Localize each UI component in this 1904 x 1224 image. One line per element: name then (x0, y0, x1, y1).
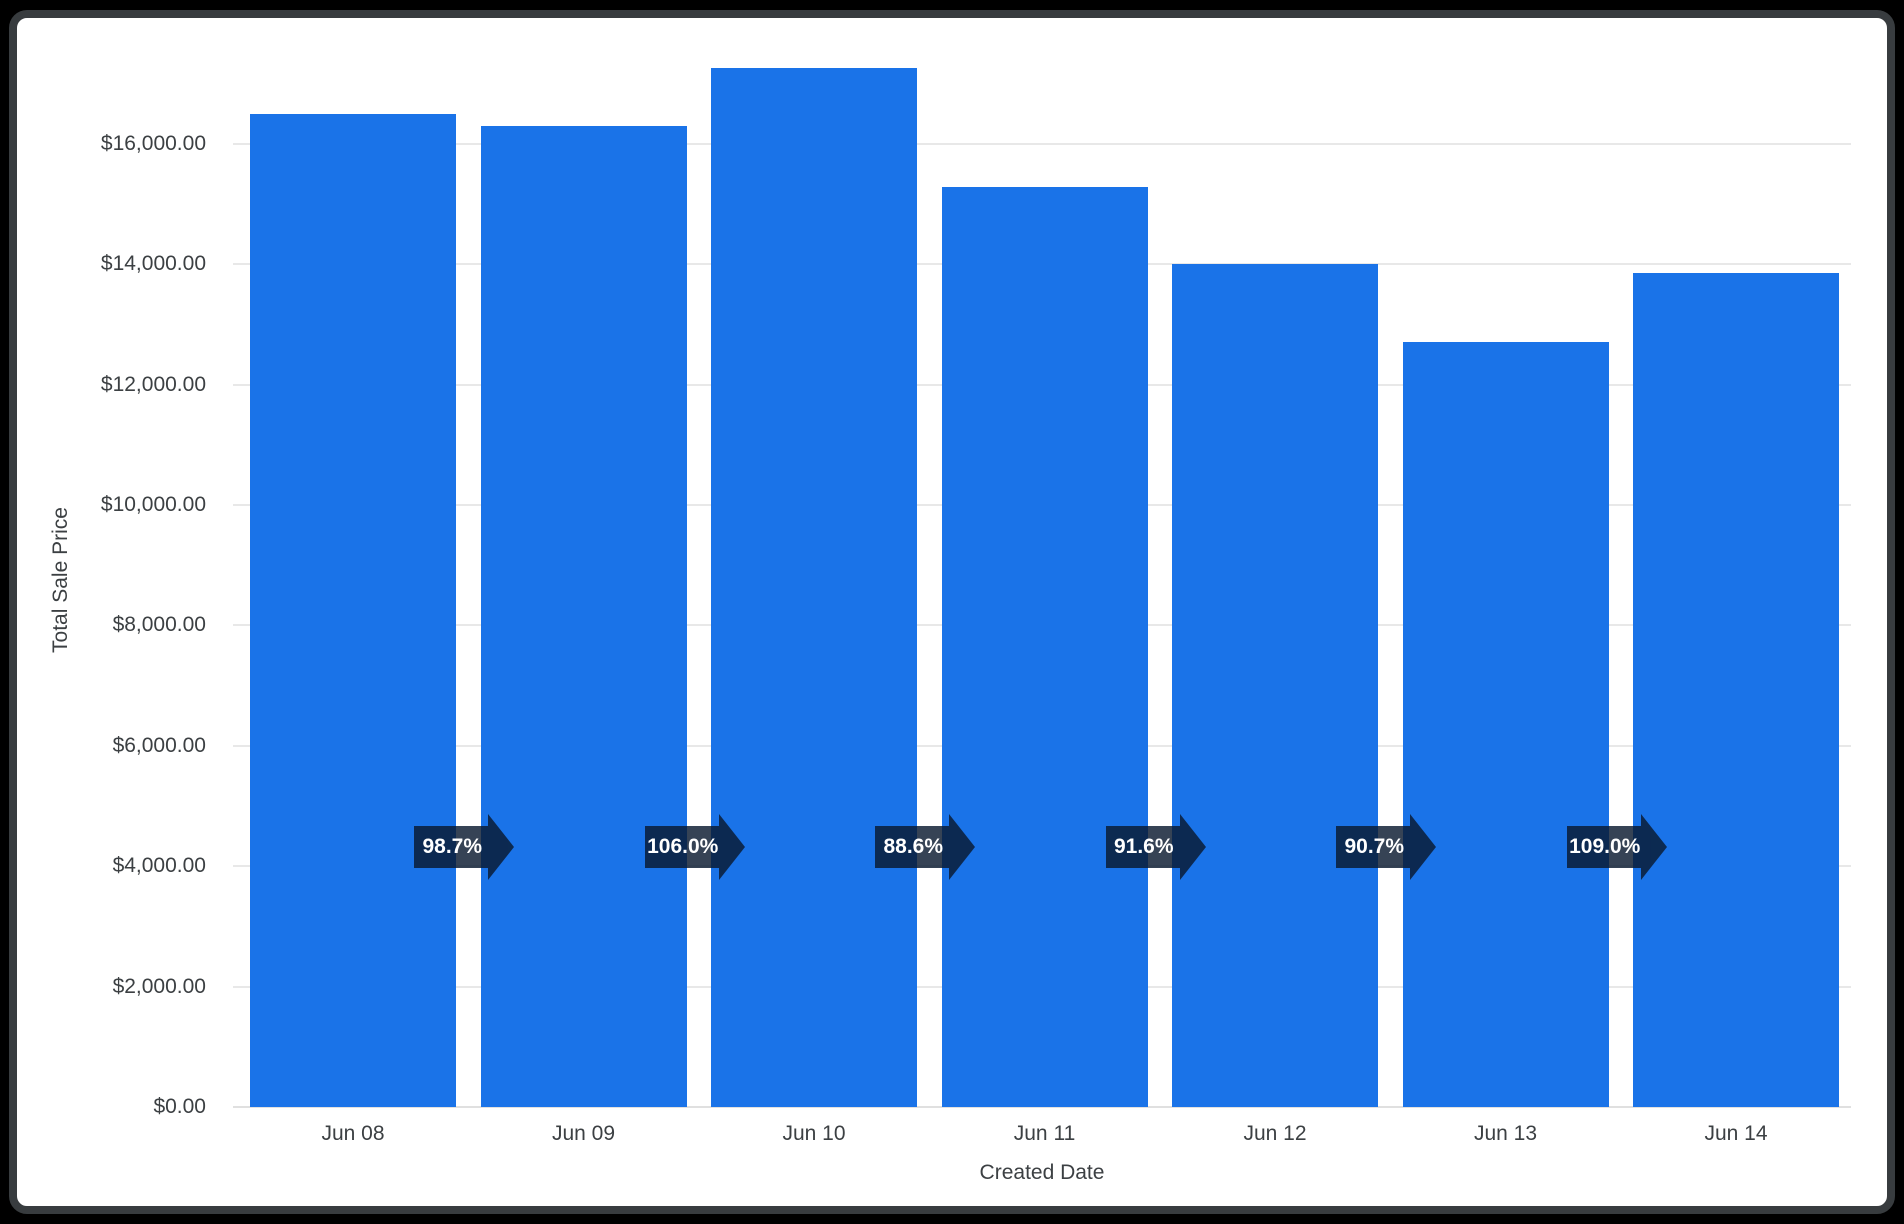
y-tick-label: $0.00 (153, 1095, 206, 1118)
y-tick-label: $12,000.00 (100, 372, 206, 396)
right-arrow-icon (1566, 814, 1667, 880)
change-arrow-badge: 88.6% (875, 814, 976, 880)
arrow-head (949, 814, 976, 880)
y-tick-label: $10,000.00 (100, 493, 206, 517)
right-arrow-icon (875, 814, 976, 880)
change-percent-label: 88.6% (883, 835, 944, 858)
arrow-head (1179, 814, 1206, 880)
bar-jun-12[interactable] (1172, 263, 1378, 1107)
arrow-body (875, 826, 950, 868)
arrow-body (1105, 826, 1180, 868)
change-percent-label: 91.6% (1113, 835, 1174, 858)
arrow-body (414, 826, 489, 868)
right-arrow-icon (414, 814, 515, 880)
gridline (233, 142, 1851, 145)
bar-jun-09[interactable] (480, 126, 687, 1107)
x-tick-label: Jun 14 (1704, 1122, 1768, 1145)
right-arrow-icon (1336, 814, 1437, 880)
arrow-body (1566, 826, 1641, 868)
x-tick-label: Jun 12 (1243, 1122, 1307, 1145)
change-arrow-badge: 90.7% (1336, 814, 1437, 880)
x-axis-baseline (233, 1106, 1851, 1108)
arrow-body (644, 826, 719, 868)
y-tick-label: $8,000.00 (112, 613, 206, 637)
change-percent-label: 109.0% (1569, 835, 1641, 858)
change-arrow-badge: 109.0% (1566, 814, 1667, 880)
change-percent-label: 106.0% (647, 835, 719, 858)
y-tick-label: $2,000.00 (112, 974, 206, 998)
bar-jun-08[interactable] (250, 113, 456, 1107)
y-axis-title: Total Sale Price (49, 507, 72, 653)
change-arrow-badge: 91.6% (1105, 814, 1206, 880)
right-arrow-icon (1105, 814, 1206, 880)
arrow-body (1336, 826, 1411, 868)
x-tick-label: Jun 08 (321, 1122, 385, 1145)
x-tick-label: Jun 13 (1473, 1122, 1538, 1145)
chart-card: $0.00 $2,000.00 $4,000.00 $6,000.00 $8,000.0… (9, 10, 1895, 1214)
x-tick-label: Jun 11 (1013, 1122, 1076, 1145)
bar-jun-10[interactable] (711, 68, 917, 1107)
arrow-head (1410, 814, 1437, 880)
x-tick-label: Jun 10 (782, 1122, 846, 1145)
arrow-head (1640, 814, 1667, 880)
arrow-head (488, 814, 515, 880)
y-tick-label: $16,000.00 (100, 131, 206, 155)
bar-jun-11[interactable] (941, 186, 1148, 1107)
x-tick-label: Jun 09 (551, 1122, 616, 1145)
right-arrow-icon (644, 814, 745, 880)
bar-jun-14[interactable] (1633, 273, 1839, 1107)
bar-jun-13[interactable] (1402, 341, 1609, 1107)
change-arrow-badge: 98.7% (414, 814, 515, 880)
change-arrow-badge: 106.0% (644, 814, 745, 880)
y-tick-label: $14,000.00 (100, 252, 206, 276)
arrow-head (718, 814, 745, 880)
x-axis-title: Created Date (979, 1161, 1105, 1184)
change-percent-label: 90.7% (1344, 835, 1405, 858)
y-tick-label: $4,000.00 (112, 854, 206, 878)
change-percent-label: 98.7% (422, 835, 483, 858)
y-tick-label: $6,000.00 (112, 733, 206, 757)
